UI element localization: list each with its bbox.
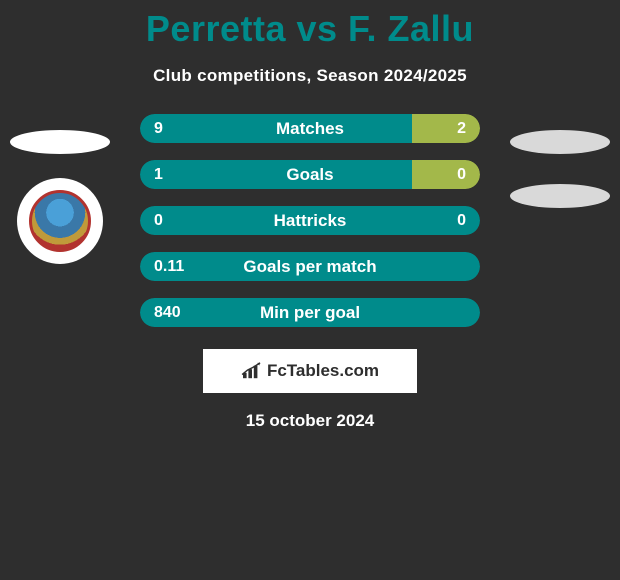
stat-bars: 9Matches21Goals00Hattricks00.11Goals per…: [140, 114, 480, 327]
stat-right-value: 2: [457, 120, 466, 138]
stat-label: Matches: [140, 119, 480, 139]
right-player-column: [500, 114, 620, 208]
stat-label: Goals: [140, 165, 480, 185]
stat-right-value: 0: [457, 166, 466, 184]
club-crest-inner-icon: [29, 190, 91, 252]
page-title: Perretta vs F. Zallu: [0, 0, 620, 50]
stat-label: Goals per match: [140, 257, 480, 277]
club-crest-icon: [17, 178, 103, 264]
bar-chart-icon: [241, 362, 263, 380]
stat-bar-row: 9Matches2: [140, 114, 480, 143]
stat-bar-row: 0Hattricks0: [140, 206, 480, 235]
stat-right-value: 0: [457, 212, 466, 230]
player-name-placeholder-icon: [10, 130, 110, 154]
stat-bar-row: 0.11Goals per match: [140, 252, 480, 281]
player-name-placeholder-icon: [510, 130, 610, 154]
stat-label: Hattricks: [140, 211, 480, 231]
comparison-content: 9Matches21Goals00Hattricks00.11Goals per…: [0, 114, 620, 431]
stat-bar-row: 1Goals0: [140, 160, 480, 189]
subtitle: Club competitions, Season 2024/2025: [0, 66, 620, 86]
left-player-column: [0, 114, 120, 264]
stat-bar-row: 840Min per goal: [140, 298, 480, 327]
club-placeholder-icon: [510, 184, 610, 208]
fctables-logo: FcTables.com: [203, 349, 417, 393]
logo-text: FcTables.com: [267, 361, 379, 381]
date-label: 15 october 2024: [0, 411, 620, 431]
stat-label: Min per goal: [140, 303, 480, 323]
